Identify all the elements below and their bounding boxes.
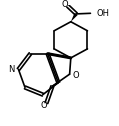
Text: O: O (62, 0, 69, 9)
Text: O: O (41, 101, 48, 110)
Text: O: O (73, 71, 79, 81)
Text: N: N (8, 65, 15, 74)
Text: OH: OH (96, 9, 109, 18)
Polygon shape (71, 13, 78, 22)
